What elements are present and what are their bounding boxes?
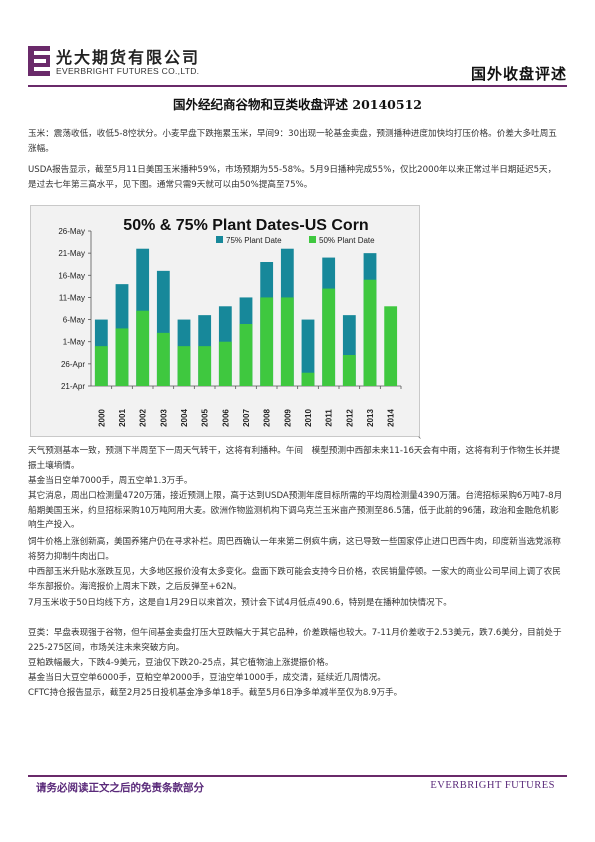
paragraph-other-news: 其它消息，周出口检测量4720万蒲，接近预测上限，高于达到USDA预测年度目标所… <box>28 491 563 531</box>
x-tick-label: 2002 <box>139 409 148 427</box>
paragraph-soybeans: 豆类：早盘表现强于谷物，但午间基金卖盘打压大豆跌幅大于其它品种，价差跌幅也较大。… <box>28 628 562 653</box>
company-name-en: EVERBRIGHT FUTURES CO.,LTD. <box>56 66 200 76</box>
bar-50-2005 <box>198 346 212 386</box>
y-tick-label: 21-May <box>58 249 85 258</box>
header-divider <box>28 85 567 87</box>
x-tick-label: 2007 <box>242 409 251 427</box>
legend-swatch-75 <box>216 236 223 243</box>
footer-brand: EVERBRIGHT FUTURES <box>430 780 555 791</box>
legend-label-50: 50% Plant Date <box>319 236 375 245</box>
legend-label-75: 75% Plant Date <box>226 236 282 245</box>
x-tick-label: 2001 <box>118 409 127 427</box>
paragraph-cattle: 饲牛价格上涨创新高，美国养猪户仍在寻求补栏。周巴西确认一年来第二例疯牛病，这已导… <box>28 537 561 562</box>
bar-50-2002 <box>136 310 150 386</box>
chart-title: 50% & 75% Plant Dates-US Corn <box>123 217 368 234</box>
document-title: 国外经纪商谷物和豆类收盘评述 20140512 <box>173 97 422 112</box>
bar-50-2000 <box>94 346 108 386</box>
stray-mark: 、 <box>418 431 426 440</box>
bar-50-2009 <box>280 297 294 386</box>
x-tick-label: 2011 <box>325 409 334 427</box>
y-tick-label: 16-May <box>58 271 85 280</box>
plant-dates-chart: 50% & 75% Plant Dates-US Corn 75% Plant … <box>30 205 420 437</box>
paragraph-technical: 7月玉米收于50日均线下方，这是自1月29日以来首次，预计会下试4月低点490.… <box>28 598 452 608</box>
x-tick-label: 2005 <box>201 409 210 427</box>
paragraph-soy-funds: 基金当日大豆空单6000手，豆粕空单2000手，豆油空单1000手，成交清，延续… <box>28 673 386 683</box>
paragraph-usda-planting: USDA报告显示，截至5月11日美国玉米播种59%，市场预期为55-58%。5月… <box>28 165 557 190</box>
y-tick-label: 6-May <box>63 316 85 325</box>
x-tick-label: 2012 <box>345 409 354 427</box>
paragraph-fund-positions: 基金当日空单7000手，周五空单1.3万手。 <box>28 476 193 486</box>
bar-50-2006 <box>218 341 232 386</box>
bar-50-2011 <box>322 288 336 386</box>
y-tick-label: 26-Apr <box>61 360 85 369</box>
paragraph-meal-oil: 豆粕跌幅最大，下跌4-9美元，豆油仅下跌20-25点，其它植物油上涨提振价格。 <box>28 658 334 668</box>
paragraph-cftc: CFTC持仓报告显示，截至2月25日投机基金净多单18手。截至5月6日净多单减半… <box>28 688 403 698</box>
x-tick-label: 2013 <box>366 409 375 427</box>
chart-canvas: 50% & 75% Plant Dates-US Corn 75% Plant … <box>58 217 402 427</box>
paragraph-weather: 天气预测基本一致，预测下半周至下一周天气转干，这将有利播种。午间 模型预测中西部… <box>28 446 561 471</box>
chart-legend: 75% Plant Date 50% Plant Date <box>216 236 375 245</box>
bar-50-2004 <box>177 346 191 386</box>
y-tick-label: 1-May <box>63 338 85 347</box>
paragraph-basis: 中西部玉米升贴水涨跌互见，大多地区报价没有太多变化。盘面下跌可能会支持今日价格，… <box>28 567 561 592</box>
bar-50-2007 <box>239 324 253 386</box>
y-tick-label: 11-May <box>59 293 85 302</box>
bar-50-2010 <box>301 372 315 386</box>
footer-divider <box>28 775 567 777</box>
section-title: 国外收盘评述 <box>470 65 567 83</box>
x-tick-label: 2004 <box>180 409 189 427</box>
bar-50-2001 <box>115 328 129 386</box>
everbright-logo-icon <box>28 46 50 76</box>
bar-75-2010 <box>301 319 315 386</box>
x-tick-label: 2000 <box>97 409 106 427</box>
bar-50-2008 <box>260 297 274 386</box>
bar-50-2012 <box>342 355 356 386</box>
legend-swatch-50 <box>309 236 316 243</box>
x-tick-label: 2006 <box>221 409 230 427</box>
x-tick-label: 2009 <box>283 409 292 427</box>
bar-50-2013 <box>363 279 377 386</box>
bar-50-2014 <box>384 306 398 386</box>
x-tick-label: 2003 <box>159 409 168 427</box>
x-tick-label: 2010 <box>304 409 313 427</box>
company-name-cn: 光大期货有限公司 <box>56 48 201 67</box>
bar-50-2003 <box>156 332 170 386</box>
x-tick-label: 2008 <box>263 409 272 427</box>
chart-plot-area: 21-Apr 26-Apr 1-May 6-May 11-May 16-May 21-May… <box>58 227 402 427</box>
x-tick-label: 2014 <box>387 409 396 427</box>
paragraph-corn-market: 玉米：震荡收低，收低5-8悾状分。小麦早盘下跌拖累玉米，早间9：30出现一轮基金… <box>28 129 557 154</box>
y-tick-label: 26-May <box>58 227 85 236</box>
disclaimer-notice: 请务必阅读正文之后的免责条款部分 <box>36 782 204 794</box>
y-tick-label: 21-Apr <box>61 382 85 391</box>
